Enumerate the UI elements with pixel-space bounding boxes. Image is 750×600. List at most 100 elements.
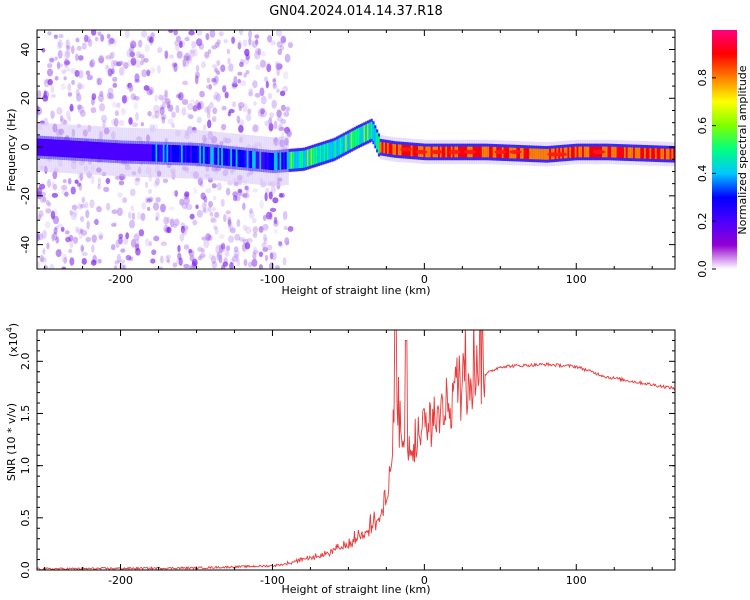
spectrum-noise-point [165, 254, 172, 259]
spectrum-noise-point [105, 64, 110, 73]
spectrum-noise-point [77, 171, 83, 181]
spectrum-noise-point [266, 62, 271, 72]
spectrum-noise-point [212, 107, 218, 115]
spectrum-noise-point [261, 241, 267, 249]
spectrum-noise-point [207, 234, 213, 241]
spectrum-noise-point [81, 196, 86, 204]
ridge-core-cell [658, 148, 661, 160]
spectrum-noise-point [45, 208, 52, 214]
spectrum-noise-point [233, 75, 238, 85]
ridge-core-cell [343, 135, 346, 153]
spectrum-noise-point [85, 70, 91, 76]
spectrum-noise-point [151, 114, 158, 119]
spectrum-noise-point [251, 217, 257, 224]
spectrum-noise-point [276, 41, 283, 48]
ridge-core-cell [119, 143, 122, 161]
spectrum-noise-point [211, 261, 218, 269]
spectrum-noise-point [122, 94, 129, 104]
spectrum-noise-point [285, 106, 291, 112]
spectrum-noise-point [279, 90, 286, 97]
spectrum-noise-point [203, 195, 208, 203]
ridge-core-cell [507, 147, 510, 159]
ridge-core-cell [638, 147, 641, 159]
ridge-core-cell [363, 125, 366, 143]
ridge-core-cell [574, 146, 577, 158]
spectrum-noise-point [263, 76, 269, 83]
ridge-core-cell [414, 145, 417, 157]
ridge-core-cell [120, 143, 124, 161]
spectrum-noise-point [241, 243, 247, 252]
spectrum-noise-point [251, 258, 258, 267]
spectrum-noise-point [265, 211, 272, 220]
ridge-core-cell [640, 147, 643, 159]
spectrum-noise-point [200, 248, 205, 254]
spectrum-noise-point [237, 40, 242, 50]
spectrum-noise-point [37, 105, 40, 112]
ridge-core-cell [366, 123, 370, 141]
ridge-peak-spot [400, 147, 413, 152]
ridge-core-cell [525, 148, 528, 159]
spectrum-noise-point [67, 92, 73, 97]
spectrum-noise-point [244, 48, 250, 57]
spectrum-noise-point [227, 111, 232, 117]
spectrum-noise-point [243, 72, 247, 78]
ridge-core-cell [175, 145, 178, 163]
spectrum-noise-point [180, 225, 186, 234]
ridge-core-cell [197, 145, 200, 164]
spectrum-noise-point [46, 68, 54, 77]
spectrum-noise-point [42, 248, 46, 255]
spectrum-noise-point [160, 241, 167, 247]
ridge-core-cell [213, 147, 217, 165]
spectrum-noise-point [165, 227, 170, 233]
spectrum-noise-point [76, 45, 82, 51]
ridge-core-cell [634, 147, 638, 159]
spectrum-noise-point [257, 48, 262, 56]
spectrum-noise-point [159, 106, 165, 115]
ridge-core-cell [115, 143, 118, 161]
spectrum-noise-point [234, 233, 241, 241]
spectrum-noise-point [223, 39, 228, 44]
spectrum-noise-point [81, 258, 87, 265]
spectrum-noise-point [192, 105, 198, 112]
colorbar-tick-label: 0.8 [696, 69, 709, 87]
spectrum-noise-point [237, 188, 243, 193]
ridge-core-cell [392, 143, 395, 155]
ridge-core-cell [481, 146, 484, 158]
spectrum-noise-point [282, 257, 287, 266]
snr-xlabel: Height of straight line (km) [281, 583, 430, 596]
spectrum-noise-point [267, 92, 273, 100]
ridge-core-cell [326, 143, 330, 161]
spectrum-noise-point [262, 214, 267, 221]
ridge-core-cell [538, 148, 541, 160]
spectrum-noise-point [216, 60, 221, 66]
spectrum-noise-point [81, 251, 88, 256]
spectrum-noise-point [274, 265, 280, 269]
spectrum-noise-point [182, 80, 189, 86]
spectrum-noise-point [38, 210, 44, 218]
spectrum-noise-point [216, 250, 223, 258]
spectrum-noise-point [252, 252, 257, 261]
spectrum-noise-point [77, 82, 82, 90]
ridge-core-cell [583, 146, 587, 158]
spectrum-noise-point [193, 186, 197, 195]
ridge-core-cell [150, 144, 153, 162]
ridge-core-cell [182, 145, 186, 163]
ridge-peak-spot [555, 152, 568, 157]
spectrum-noise-point [264, 192, 268, 202]
ridge-core-cell [55, 139, 58, 157]
spectrum-noise-point [249, 208, 253, 214]
ridge-core-cell [75, 140, 78, 158]
spectrum-noise-point [183, 196, 190, 205]
spectrum-noise-point [259, 200, 264, 209]
spectrum-noise-point [185, 60, 190, 67]
spectrum-noise-point [188, 30, 195, 36]
ridge-core-cell [124, 143, 127, 161]
spectrum-noise-point [98, 234, 103, 240]
ridge-core-cell [368, 122, 371, 140]
ridge-core-cell [541, 148, 545, 160]
ridge-core-cell [91, 141, 94, 159]
ridge-core-cell [71, 140, 74, 158]
figure-title: GN04.2024.014.14.37.R18 [269, 4, 443, 19]
spectrum-noise-point [171, 111, 176, 118]
spectrum-noise-point [282, 85, 289, 93]
